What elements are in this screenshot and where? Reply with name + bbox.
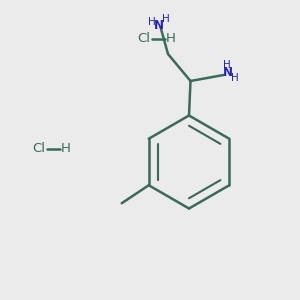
- Text: H: H: [231, 73, 239, 83]
- Text: Cl: Cl: [32, 142, 46, 155]
- Text: H: H: [148, 16, 156, 27]
- Text: N: N: [223, 65, 233, 79]
- Text: Cl: Cl: [137, 32, 151, 46]
- Text: N: N: [154, 19, 164, 32]
- Text: H: H: [162, 14, 170, 25]
- Text: H: H: [223, 60, 230, 70]
- Text: H: H: [61, 142, 71, 155]
- Text: H: H: [166, 32, 176, 46]
